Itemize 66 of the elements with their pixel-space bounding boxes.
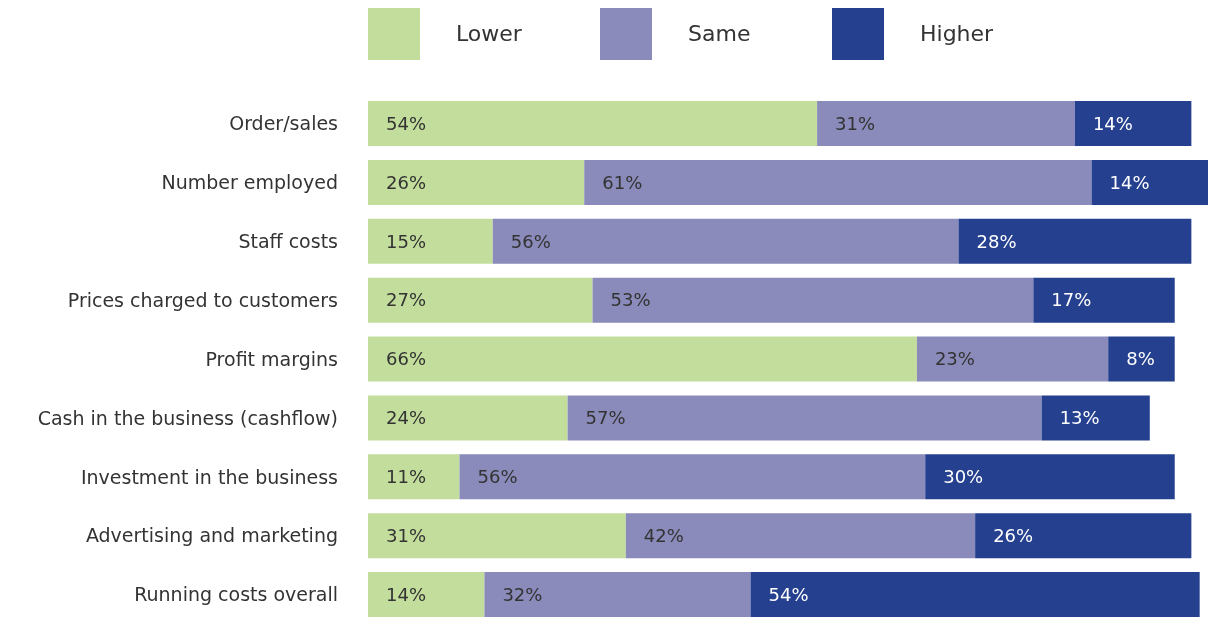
data-label: 13% — [1059, 407, 1100, 429]
bar — [368, 454, 460, 500]
bar — [750, 572, 1200, 618]
y-tick-label: Profit margins — [205, 347, 338, 370]
data-label: 57% — [585, 407, 626, 429]
data-label: 17% — [1051, 289, 1092, 311]
data-label: 26% — [386, 171, 427, 193]
bar — [817, 101, 1075, 146]
bar — [492, 218, 959, 264]
bar — [1108, 336, 1175, 382]
data-label: 54% — [768, 583, 809, 605]
data-label: 66% — [386, 348, 427, 370]
data-label: 61% — [602, 171, 643, 193]
data-label: 54% — [386, 112, 427, 134]
bar — [975, 513, 1192, 559]
bar — [925, 454, 1175, 500]
bar — [592, 277, 1034, 323]
y-tick-label: Investment in the business — [80, 465, 338, 488]
data-label: 27% — [386, 289, 427, 311]
data-label: 26% — [993, 525, 1034, 547]
bar — [368, 159, 585, 205]
data-label: 8% — [1126, 348, 1155, 370]
bar — [368, 395, 568, 441]
bar — [584, 159, 1092, 205]
data-label: 11% — [386, 466, 427, 488]
bar — [1041, 395, 1150, 441]
data-label: 23% — [934, 348, 975, 370]
bar — [567, 395, 1042, 441]
data-label: 31% — [835, 112, 876, 134]
bar — [368, 218, 493, 264]
bar — [1091, 159, 1208, 205]
y-tick-label: Number employed — [161, 171, 338, 194]
data-label: 32% — [502, 583, 543, 605]
legend-label: Same — [688, 20, 751, 48]
y-tick-label: Order/sales — [229, 112, 338, 135]
data-label: 14% — [1092, 112, 1133, 134]
bar — [368, 101, 818, 146]
bar — [368, 336, 917, 382]
legend-label: Higher — [920, 20, 994, 48]
bar — [1033, 277, 1175, 323]
data-label: 15% — [386, 230, 427, 252]
y-tick-label: Advertising and marketing — [85, 524, 338, 547]
data-label: 28% — [976, 230, 1017, 252]
y-tick-label: Running costs overall — [134, 583, 338, 606]
bar — [484, 572, 751, 618]
data-label: 14% — [1109, 171, 1150, 193]
y-tick-label: Staff costs — [238, 229, 338, 252]
data-label: 56% — [510, 230, 551, 252]
bar — [625, 513, 976, 559]
y-tick-label: Prices charged to customers — [67, 288, 338, 311]
y-tick-label: Cash in the business (cashflow) — [37, 406, 338, 429]
bar — [958, 218, 1192, 264]
bar — [368, 277, 593, 323]
data-label: 14% — [386, 583, 427, 605]
data-label: 53% — [610, 289, 651, 311]
bar — [459, 454, 926, 500]
bar — [368, 572, 485, 618]
bar — [1074, 101, 1192, 146]
bar — [916, 336, 1109, 382]
data-label: 31% — [386, 525, 427, 547]
data-label: 24% — [386, 407, 427, 429]
data-label: 42% — [643, 525, 684, 547]
legend-label: Lower — [456, 20, 522, 48]
data-label: 30% — [943, 466, 984, 488]
data-label: 56% — [477, 466, 518, 488]
bar — [368, 513, 626, 559]
